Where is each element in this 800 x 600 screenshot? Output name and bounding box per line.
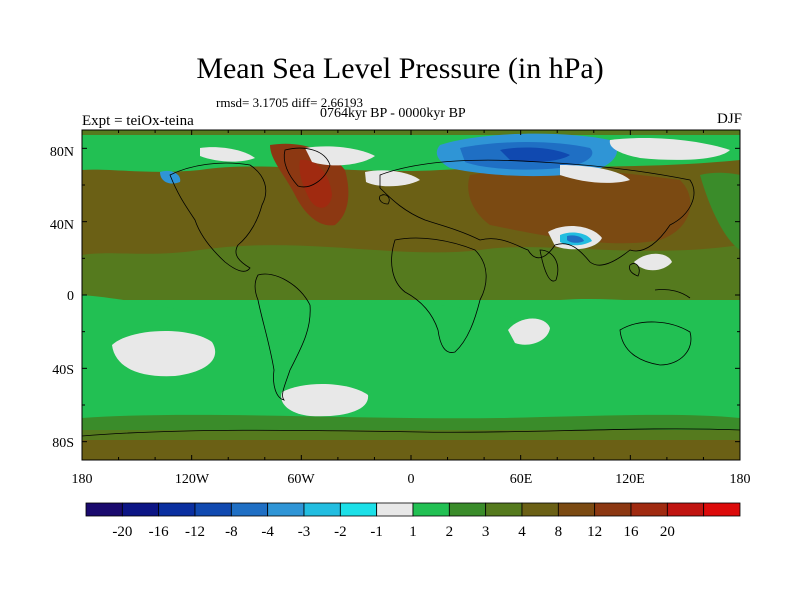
coastlines bbox=[82, 147, 740, 437]
colorbar-label: 12 bbox=[587, 524, 602, 540]
colorbar-swatch bbox=[339, 502, 378, 517]
colorbar-swatch bbox=[666, 502, 705, 517]
colorbar-label: -12 bbox=[185, 524, 205, 540]
longitude-labels: 180 120W 60W 0 60E 120E 180 bbox=[72, 472, 751, 487]
lon-label-0: 0 bbox=[408, 472, 415, 487]
lon-label-60e: 60E bbox=[510, 472, 533, 487]
colorbar-label: 8 bbox=[555, 524, 563, 540]
colorbar-label: -1 bbox=[370, 524, 383, 540]
colorbar-swatch bbox=[158, 502, 196, 517]
lat-label-40s: 40S bbox=[52, 363, 74, 378]
colorbar-swatch bbox=[594, 502, 632, 517]
lat-label-80n: 80N bbox=[50, 145, 74, 160]
lon-label-60w: 60W bbox=[287, 472, 315, 487]
latitude-labels: 80N 40N 0 40S 80S bbox=[50, 145, 74, 451]
colorbar-label: -3 bbox=[298, 524, 311, 540]
colorbar-swatch bbox=[303, 502, 341, 517]
colorbar-swatch bbox=[557, 502, 596, 517]
experiment-label: Expt = teiOx-teina bbox=[82, 113, 194, 129]
lon-label-120e: 120E bbox=[615, 472, 645, 487]
colorbar-swatch bbox=[485, 502, 523, 517]
colorbar-label: -16 bbox=[149, 524, 169, 540]
colorbar-swatch bbox=[376, 502, 414, 517]
colorbar-label: -4 bbox=[261, 524, 274, 540]
colorbar-swatch bbox=[230, 502, 269, 517]
lon-label-180e: 180 bbox=[730, 472, 751, 487]
colorbar-label: 16 bbox=[624, 524, 640, 540]
lat-label-80s: 80S bbox=[52, 436, 74, 451]
colorbar-label: -2 bbox=[334, 524, 347, 540]
colorbar-swatch bbox=[412, 502, 450, 517]
colorbar-swatch bbox=[267, 502, 305, 517]
colorbar-swatch bbox=[630, 502, 668, 517]
pressure-field bbox=[82, 130, 740, 460]
colorbar-swatch bbox=[703, 502, 741, 517]
colorbar-label: 20 bbox=[660, 524, 675, 540]
colorbar-label: 1 bbox=[409, 524, 417, 540]
colorbar-swatch bbox=[448, 502, 487, 517]
colorbar-swatch bbox=[521, 502, 559, 517]
colorbar-label: 3 bbox=[482, 524, 490, 540]
colorbar-label: 4 bbox=[518, 524, 526, 540]
colorbar-swatch bbox=[194, 502, 232, 517]
map-title: Mean Sea Level Pressure (in hPa) bbox=[196, 52, 604, 85]
lon-label-120w: 120W bbox=[175, 472, 210, 487]
stats-text: rmsd= 3.1705 diff= 2.66193 bbox=[216, 95, 363, 110]
colorbar-swatch bbox=[121, 502, 160, 517]
season-label: DJF bbox=[716, 111, 742, 127]
colorbar-label: 2 bbox=[446, 524, 454, 540]
colorbar-label: -20 bbox=[112, 524, 132, 540]
colorbar-label: -8 bbox=[225, 524, 238, 540]
colorbar-swatch bbox=[85, 502, 123, 517]
period-text: 0764kyr BP - 0000kyr BP bbox=[320, 106, 466, 121]
lon-label-180w: 180 bbox=[72, 472, 93, 487]
lat-label-0: 0 bbox=[67, 289, 74, 304]
lat-label-40n: 40N bbox=[50, 218, 74, 233]
colorbar: -20 -16 -12 -8 -4 -3 -2 -1 1 2 3 4 8 12 16 20 bbox=[85, 502, 741, 540]
axis-ticks bbox=[81, 130, 741, 460]
